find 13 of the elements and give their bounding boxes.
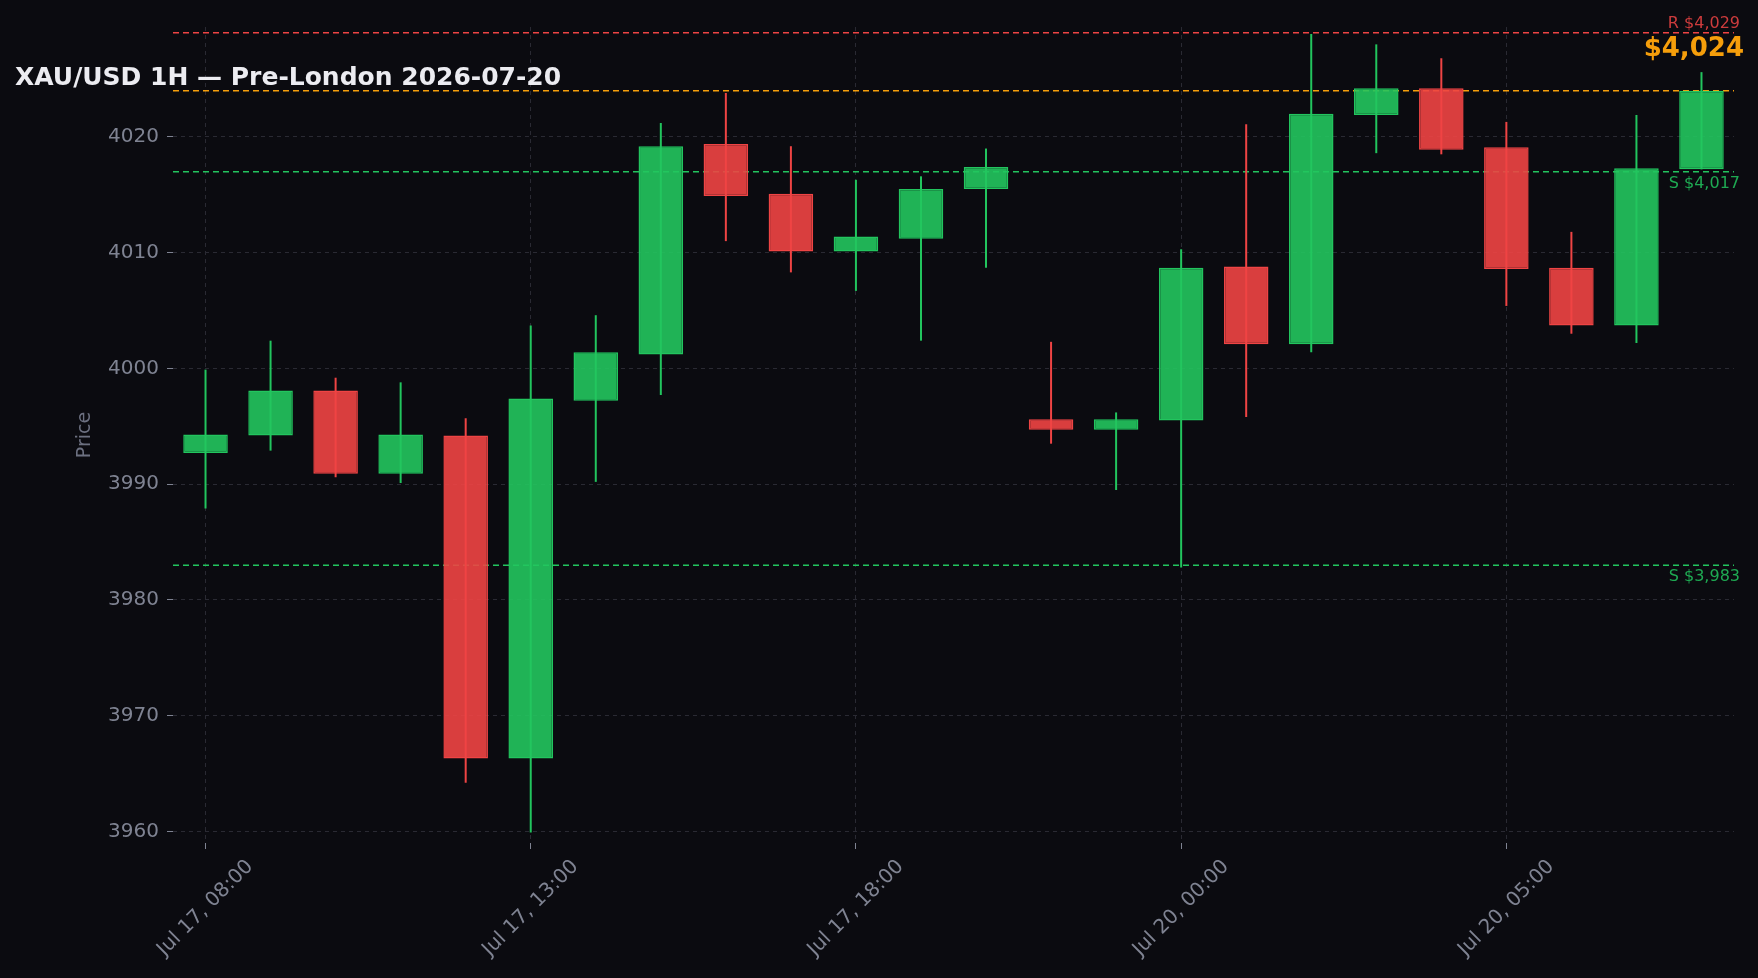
ref-line-label: $4,024	[1643, 31, 1744, 62]
y-tick-label: 4010	[108, 238, 159, 263]
y-tick-label: 3970	[108, 701, 159, 726]
y-tick-label: 3980	[108, 586, 159, 611]
y-tick-label: 4020	[108, 123, 159, 148]
ref-line-label: S $4,017	[1668, 172, 1740, 192]
y-tick-label: 3960	[108, 817, 159, 842]
y-tick-label: 3990	[108, 470, 159, 495]
text: XAU/USD 1H — Pre-London 2026-07-20	[15, 62, 562, 91]
y-axis-title: Price	[72, 411, 95, 459]
ref-line-label: R $4,029	[1667, 12, 1740, 32]
ref-line-label: S $3,983	[1668, 566, 1740, 586]
y-tick-label: 4000	[108, 354, 159, 379]
